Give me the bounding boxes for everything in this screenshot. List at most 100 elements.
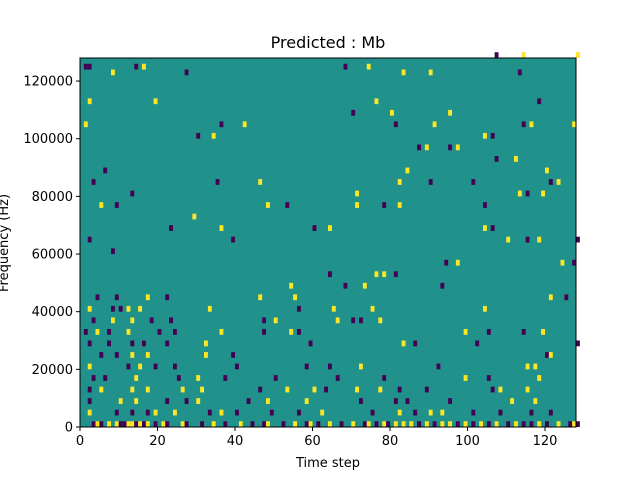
heatmap-cell	[165, 340, 170, 347]
heatmap-cell	[436, 363, 441, 370]
heatmap-cell	[378, 386, 383, 393]
heatmap-cell	[99, 202, 104, 208]
heatmap-cell	[169, 317, 174, 324]
heatmap-cell	[494, 421, 499, 427]
heatmap-cell	[545, 421, 549, 427]
heatmap-cell	[130, 386, 135, 393]
heatmap-cell	[211, 421, 216, 427]
heatmap-cell	[126, 421, 131, 427]
heatmap-cell	[266, 421, 270, 427]
heatmap-cell	[328, 225, 332, 231]
heatmap-cell	[246, 398, 251, 404]
heatmap-cell	[262, 317, 267, 324]
heatmap-cell	[529, 421, 534, 427]
heatmap-cell	[83, 63, 88, 70]
heatmap-cell	[192, 213, 197, 220]
heatmap-cell	[517, 190, 522, 197]
heatmap-cell	[448, 109, 453, 116]
heatmap-cell	[312, 386, 317, 393]
heatmap-cell	[83, 328, 88, 335]
heatmap-cell	[556, 421, 561, 427]
heatmap-cell	[362, 421, 367, 427]
heatmap-cell	[548, 409, 553, 416]
heatmap-cell	[138, 421, 143, 427]
heatmap-cell	[359, 363, 363, 370]
heatmap-cell	[308, 340, 313, 347]
heatmap-cell	[560, 259, 565, 266]
heatmap-cell	[269, 409, 274, 416]
heatmap-cell	[103, 375, 108, 381]
heatmap-cell	[386, 421, 391, 427]
heatmap-cell	[525, 363, 530, 370]
heatmap-cell	[374, 421, 379, 427]
heatmap-cell	[184, 398, 189, 404]
heatmap-cell	[506, 421, 511, 427]
heatmap-cell	[111, 317, 115, 324]
y-tick-label: 120000	[23, 75, 73, 90]
heatmap-cell	[262, 328, 267, 335]
heatmap-cell	[393, 121, 398, 128]
heatmap-cell	[173, 363, 177, 370]
y-tick-label: 80000	[32, 190, 73, 205]
y-tick-label: 100000	[23, 132, 73, 147]
heatmap-cell	[262, 421, 267, 427]
heatmap-cell	[200, 386, 205, 393]
heatmap-cell	[87, 363, 92, 370]
heatmap-cell	[126, 305, 131, 312]
heatmap-cell	[483, 225, 487, 231]
heatmap-cell	[533, 363, 538, 370]
heatmap-cell	[351, 421, 356, 427]
heatmap-cell	[134, 375, 139, 381]
heatmap-cell	[145, 352, 150, 358]
heatmap-cell	[145, 386, 150, 393]
heatmap-cell	[397, 179, 402, 185]
heatmap-cell	[576, 236, 580, 243]
x-tick-label: 120	[533, 434, 558, 449]
heatmap-cell	[428, 409, 433, 416]
heatmap-cell	[95, 421, 100, 427]
heatmap-cell	[401, 340, 406, 347]
heatmap-cell	[355, 386, 360, 393]
heatmap-cell	[432, 421, 437, 427]
heatmap-cell	[289, 282, 294, 289]
heatmap-cell	[401, 421, 406, 427]
heatmap-cell	[409, 421, 414, 427]
heatmap-cell	[417, 421, 422, 427]
heatmap-cell	[490, 225, 495, 231]
heatmap-cell	[355, 202, 360, 208]
heatmap-cell	[219, 225, 224, 231]
heatmap-cell	[304, 398, 309, 404]
heatmap-cell	[490, 386, 495, 393]
heatmap-cell	[413, 340, 418, 347]
heatmap-cell	[572, 121, 577, 128]
heatmap-cell	[525, 190, 530, 197]
heatmap-cell	[130, 340, 135, 347]
heatmap-cell	[417, 144, 422, 151]
y-axis: 0 20000 40000 60000 80000 100000 120000	[23, 75, 80, 436]
x-tick-label: 0	[76, 434, 84, 449]
heatmap-cell	[312, 225, 317, 231]
heatmap-cell	[397, 409, 402, 416]
heatmap-cell	[99, 421, 104, 427]
heatmap-cell	[266, 202, 270, 208]
heatmap-cell	[393, 398, 398, 404]
heatmap-cell	[235, 409, 239, 416]
heatmap-cell	[316, 421, 321, 427]
heatmap-cell	[130, 409, 135, 416]
heatmap-cell	[223, 375, 228, 381]
heatmap-cell	[521, 52, 526, 58]
heatmap-cell	[576, 340, 580, 347]
y-axis-label: Frequency (Hz)	[0, 194, 12, 292]
heatmap-cell	[475, 340, 480, 347]
heatmap-cell	[219, 121, 224, 128]
heatmap-cell	[525, 236, 530, 243]
heatmap-cell	[99, 352, 104, 358]
heatmap-cell	[145, 409, 150, 416]
x-tick-label: 60	[304, 434, 321, 449]
heatmap-cell	[494, 52, 499, 58]
heatmap-cell	[455, 144, 460, 151]
heatmap-cell	[258, 386, 263, 393]
heatmap-cell	[165, 421, 170, 427]
heatmap-cell	[521, 121, 526, 128]
